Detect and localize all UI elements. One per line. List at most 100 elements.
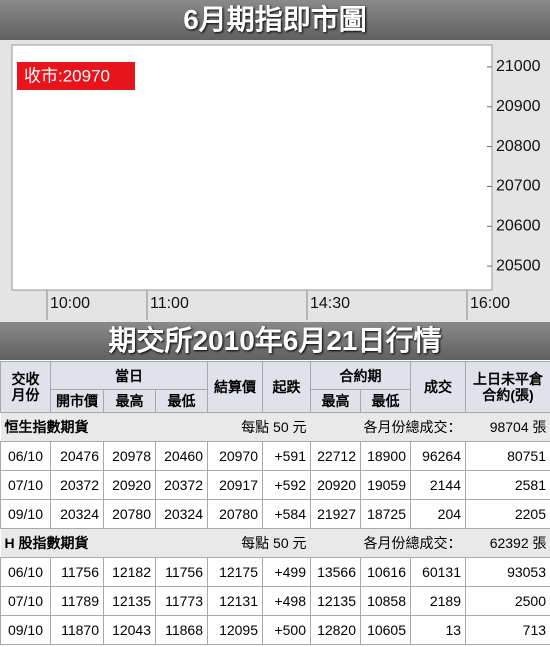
header-line: 交收	[11, 371, 40, 387]
data-cell: +500	[262, 615, 312, 645]
chart: 收市:20970 20500 20600 20700 20800 20900 21000 1…	[0, 40, 550, 322]
data-cell: 2144	[410, 470, 467, 500]
data-cell: 18725	[360, 499, 412, 529]
data-cell: 11870	[50, 615, 104, 645]
section-unit: 每點 50 元	[207, 412, 311, 442]
data-cell: +498	[262, 586, 312, 616]
header-cell: 最高	[103, 389, 156, 413]
y-tick-label: 20600	[496, 217, 541, 234]
header-cell: 交收 月份	[0, 361, 51, 413]
header-cell: 最低	[360, 389, 412, 413]
data-row: 06/10 20476 20978 20460 20970 +591 22712 18900 9…	[0, 441, 550, 471]
x-tick-label: 10:00	[50, 295, 90, 312]
section-total-label: 各月份總成交：	[310, 412, 466, 442]
data-cell: 93053	[465, 557, 550, 587]
close-label: 收市:20970	[24, 66, 110, 85]
section-row: H 股指數期貨 每點 50 元各月份總成交： 62392 張	[0, 528, 550, 558]
data-cell: 21927	[310, 499, 362, 529]
section-name: 恒生指數期貨	[0, 412, 208, 442]
data-cell: 80751	[465, 441, 550, 471]
header-row: 交收 月份 當日 結算價 起跌 合約期 成交 上日未平倉 合約(張)	[0, 361, 550, 413]
x-tick-label: 16:00	[470, 295, 510, 312]
data-cell: +591	[262, 441, 312, 471]
table-title: 期交所2010年6月21日行情	[0, 322, 550, 360]
data-cell: 20978	[103, 441, 156, 471]
header-cell: 最低	[154, 389, 209, 413]
data-cell: 12135	[103, 586, 156, 616]
data-row: 07/10 20372 20920 20372 20917 +592 20920 19059 2…	[0, 470, 550, 500]
data-cell: 22712	[310, 441, 362, 471]
data-cell: 20780	[207, 499, 264, 529]
data-cell: 12182	[103, 557, 156, 587]
data-cell: 2500	[465, 586, 550, 616]
data-cell: 20460	[154, 441, 209, 471]
data-cell: 2189	[410, 586, 467, 616]
data-cell: 12095	[207, 615, 264, 645]
y-tick-label: 20900	[496, 98, 541, 115]
data-cell: 11756	[50, 557, 104, 587]
data-cell: 10616	[360, 557, 412, 587]
close-label-box	[17, 62, 135, 90]
data-cell: 11868	[154, 615, 209, 645]
quotes-table: 交收 月份 當日 結算價 起跌 合約期 成交 上日未平倉 合約(張) 開市價 最高 最低 最高 最低 恒生指…	[0, 361, 550, 645]
header-cell: 成交	[410, 361, 467, 413]
x-tick-label: 14:30	[310, 295, 350, 312]
data-cell: 07/10	[0, 470, 51, 500]
data-cell: 07/10	[0, 586, 51, 616]
data-cell: 12043	[103, 615, 156, 645]
y-tick-label: 20700	[496, 178, 541, 195]
section-total: 62392 張	[465, 528, 550, 558]
data-cell: 20920	[103, 470, 156, 500]
chart-title: 6月期指即市圖	[0, 0, 550, 40]
x-tick-label: 11:00	[150, 295, 189, 312]
section-row: 恒生指數期貨 每點 50 元各月份總成交： 98704 張	[0, 412, 550, 442]
data-cell: 20324	[154, 499, 209, 529]
data-cell: 60131	[410, 557, 467, 587]
y-tick-label: 20800	[496, 138, 541, 155]
data-row: 07/10 11789 12135 11773 12131 +498 12135 10858 2…	[0, 586, 550, 616]
data-cell: 20970	[207, 441, 264, 471]
data-cell: 20920	[310, 470, 362, 500]
data-cell: 19059	[360, 470, 412, 500]
data-cell: 13566	[310, 557, 362, 587]
data-cell: 2581	[465, 470, 550, 500]
header-cell: 上日未平倉 合約(張)	[465, 361, 550, 413]
data-cell: 12820	[310, 615, 362, 645]
data-cell: 12131	[207, 586, 264, 616]
data-cell: 06/10	[0, 441, 51, 471]
header-line: 合約(張)	[482, 387, 534, 403]
data-cell: 12175	[207, 557, 264, 587]
data-cell: 20917	[207, 470, 264, 500]
data-cell: 96264	[410, 441, 467, 471]
data-cell: 09/10	[0, 615, 51, 645]
header-line: 上日未平倉	[473, 371, 544, 387]
data-cell: 20324	[50, 499, 104, 529]
y-tick-label: 21000	[496, 58, 541, 75]
section-unit: 每點 50 元	[207, 528, 311, 558]
data-cell: 10858	[360, 586, 412, 616]
data-cell: 20372	[50, 470, 104, 500]
header-cell: 結算價	[207, 361, 264, 413]
y-tick-label: 20500	[496, 257, 541, 274]
data-cell: 11773	[154, 586, 209, 616]
data-cell: 2205	[465, 499, 550, 529]
data-row: 09/10 11870 12043 11868 12095 +500 12820 10605 1…	[0, 615, 550, 645]
data-cell: 11756	[154, 557, 209, 587]
data-cell: 11789	[50, 586, 104, 616]
data-cell: 13	[410, 615, 467, 645]
data-cell: 20372	[154, 470, 209, 500]
header-line: 月份	[11, 387, 40, 403]
data-cell: 20476	[50, 441, 104, 471]
header-cell: 起跌	[262, 361, 312, 413]
data-cell: 12135	[310, 586, 362, 616]
header-cell: 合約期	[310, 361, 412, 390]
data-cell: 06/10	[0, 557, 51, 587]
header-cell: 當日	[49, 361, 209, 390]
data-cell: 20780	[103, 499, 156, 529]
data-cell: +499	[262, 557, 312, 587]
data-cell: +584	[262, 499, 312, 529]
data-cell: 18900	[360, 441, 412, 471]
data-cell: 10605	[360, 615, 412, 645]
data-cell: 204	[410, 499, 467, 529]
data-cell: +592	[262, 470, 312, 500]
